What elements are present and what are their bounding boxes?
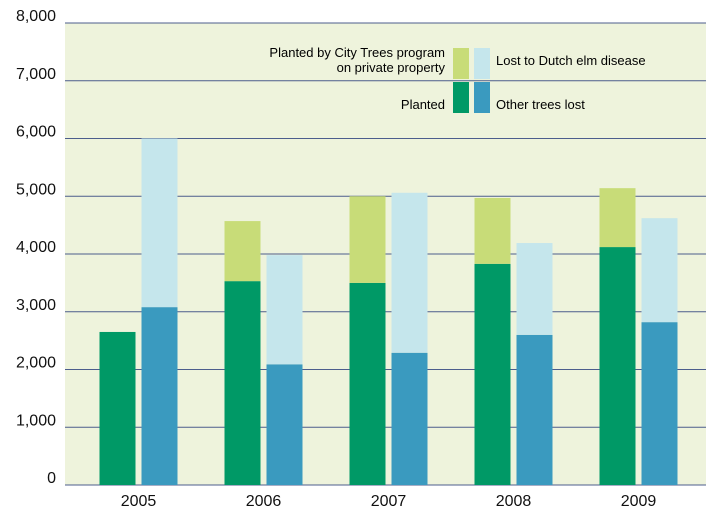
bar-segment [474,197,511,264]
legend-label: Other trees lost [496,84,696,124]
legend-label-box: Lost to Dutch elm disease [496,40,696,80]
bar-segment [391,352,428,485]
y-tick-label: 0 [47,470,56,487]
bar-segment [599,188,636,248]
x-tick-label: 2008 [496,493,532,510]
x-tick-label: 2006 [246,493,282,510]
y-tick-label: 8,000 [16,8,56,25]
legend-text: Planted by City Trees program on private… [269,45,445,75]
bar-segment [224,221,261,282]
y-tick-label: 4,000 [16,239,56,256]
legend-text: Lost to Dutch elm disease [496,52,646,68]
bar-segment [266,255,303,365]
y-tick-label: 3,000 [16,297,56,314]
bar-segment [474,263,511,485]
bar-segment [641,218,678,323]
x-tick-label: 2007 [371,493,407,510]
bar-segment [516,334,553,485]
y-tick-label: 2,000 [16,355,56,372]
legend-swatch [474,48,490,79]
y-tick-label: 1,000 [16,412,56,429]
legend-label-box: Planted [230,84,445,124]
bar-segment [141,138,178,308]
bar-segment [266,364,303,485]
bar-segment [641,322,678,485]
legend-label: Lost to Dutch elm disease [496,40,696,80]
bar-segment [141,307,178,485]
legend-label: Planted by City Trees program on private… [230,40,445,80]
legend-label-box: Other trees lost [496,84,696,124]
y-tick-label: 7,000 [16,66,56,83]
legend-label: Planted [230,84,445,124]
legend-swatch [453,82,469,113]
x-tick-label: 2005 [121,493,157,510]
legend-swatch [474,82,490,113]
legend-text: Planted [400,96,445,112]
bar-segment [349,196,386,283]
bar-segment [516,243,553,335]
legend-swatch [453,48,469,79]
bar-segment [99,331,136,485]
bar-segment [224,281,261,485]
y-tick-label: 5,000 [16,181,56,198]
bar-segment [349,282,386,485]
legend-text: Other trees lost [496,96,585,112]
x-tick-label: 2009 [621,493,657,510]
legend-label-box: Planted by City Trees program on private… [230,40,445,80]
bar-segment [391,192,428,353]
bar-segment [599,247,636,485]
y-tick-label: 6,000 [16,124,56,141]
